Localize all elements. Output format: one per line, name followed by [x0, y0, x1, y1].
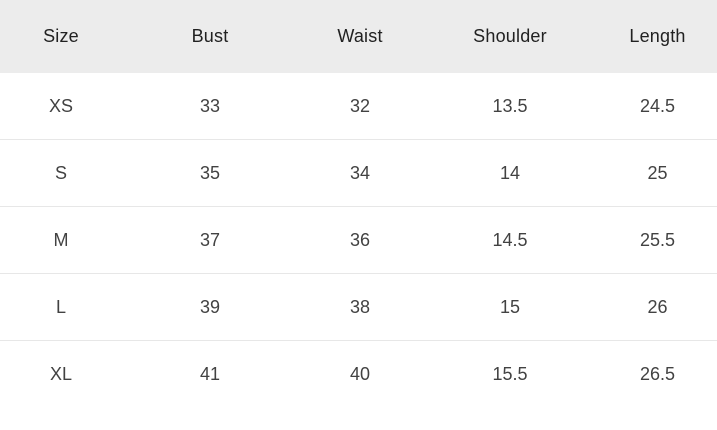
table-row-xl: XL 41 40 15.5 26.5	[0, 340, 717, 407]
cell-waist: 36	[298, 206, 422, 274]
cell-length: 26.5	[598, 340, 717, 407]
cell-waist: 32	[298, 73, 422, 140]
cell-length: 24.5	[598, 73, 717, 140]
cell-size: L	[0, 273, 122, 341]
size-chart-table: Size Bust Waist Shoulder Length XS 33 32…	[0, 0, 717, 407]
column-header-shoulder: Shoulder	[422, 0, 598, 73]
column-header-size: Size	[0, 0, 122, 73]
table-row-xs: XS 33 32 13.5 24.5	[0, 73, 717, 140]
cell-size: S	[0, 139, 122, 207]
cell-waist: 38	[298, 273, 422, 341]
cell-shoulder: 13.5	[422, 73, 598, 140]
cell-shoulder: 15	[422, 273, 598, 341]
cell-length: 26	[598, 273, 717, 341]
cell-shoulder: 15.5	[422, 340, 598, 407]
cell-size: M	[0, 206, 122, 274]
table-row-s: S 35 34 14 25	[0, 139, 717, 207]
column-header-length: Length	[598, 0, 717, 73]
cell-waist: 34	[298, 139, 422, 207]
cell-length: 25.5	[598, 206, 717, 274]
table-row-m: M 37 36 14.5 25.5	[0, 206, 717, 274]
cell-length: 25	[598, 139, 717, 207]
cell-bust: 33	[122, 73, 298, 140]
cell-bust: 41	[122, 340, 298, 407]
cell-bust: 39	[122, 273, 298, 341]
header-row: Size Bust Waist Shoulder Length	[0, 0, 717, 73]
cell-bust: 35	[122, 139, 298, 207]
cell-size: XL	[0, 340, 122, 407]
cell-shoulder: 14	[422, 139, 598, 207]
cell-shoulder: 14.5	[422, 206, 598, 274]
cell-waist: 40	[298, 340, 422, 407]
column-header-bust: Bust	[122, 0, 298, 73]
cell-size: XS	[0, 73, 122, 140]
table-row-l: L 39 38 15 26	[0, 273, 717, 341]
cell-bust: 37	[122, 206, 298, 274]
column-header-waist: Waist	[298, 0, 422, 73]
